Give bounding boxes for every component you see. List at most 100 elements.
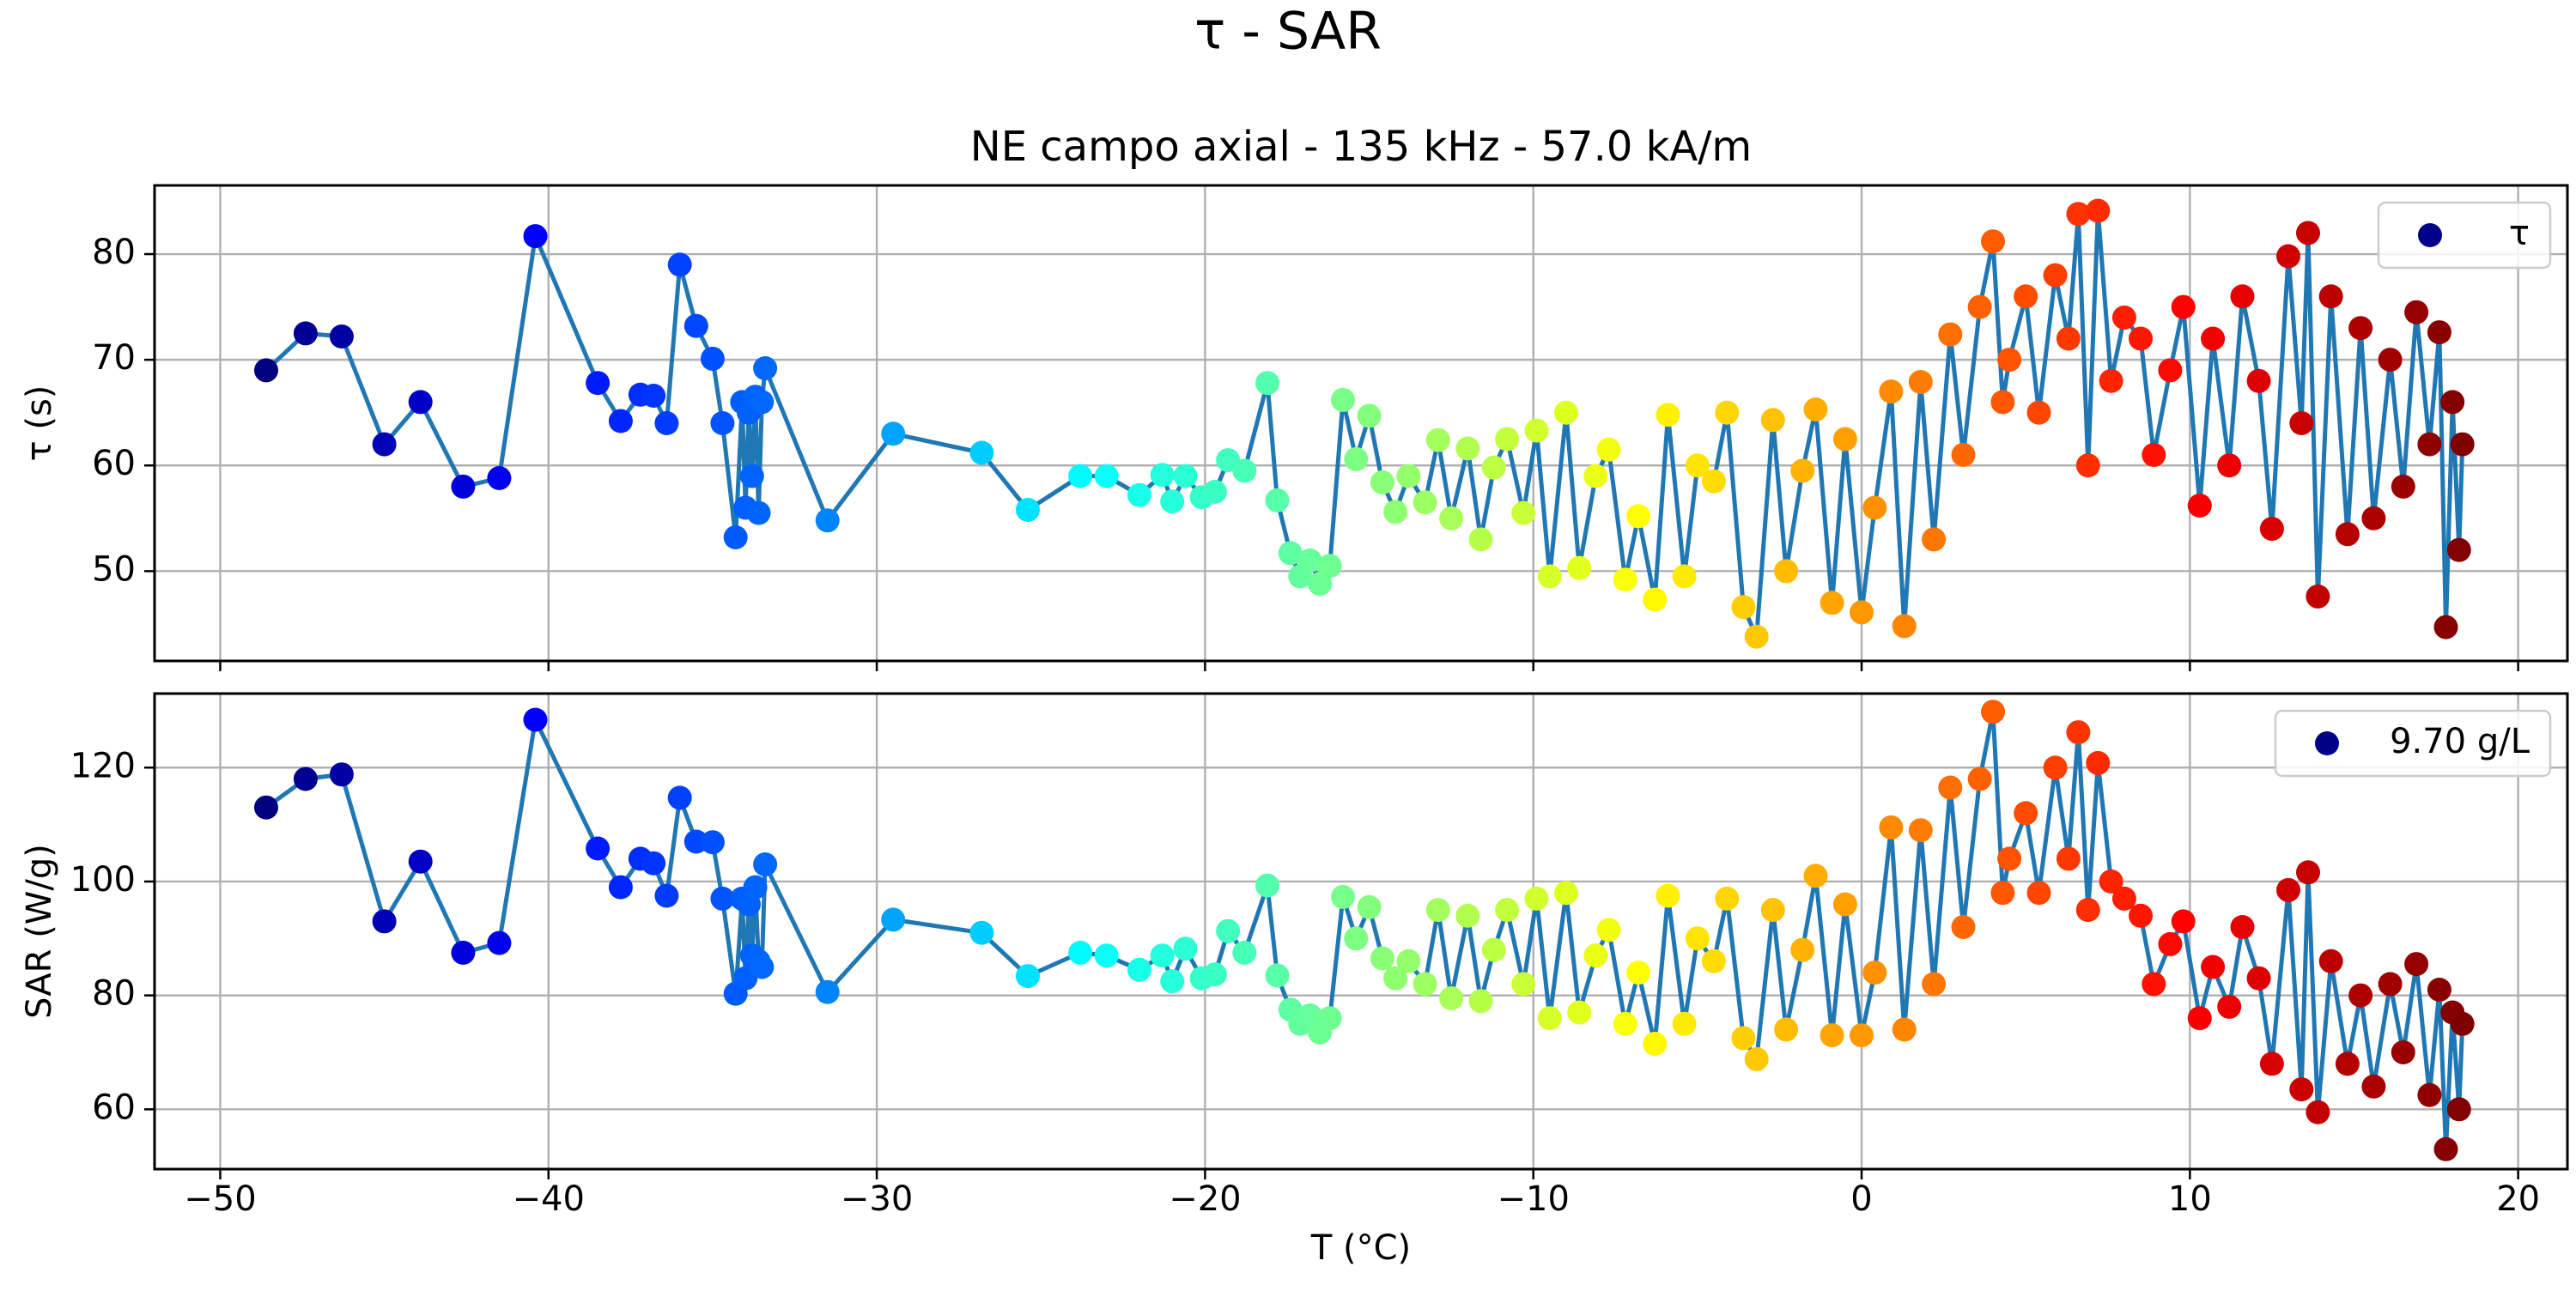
tau-data-point [523, 224, 548, 249]
sar-data-point [2142, 972, 2166, 997]
sar-data-point [408, 849, 433, 874]
sar-legend-box [2274, 709, 2552, 778]
sar-data-point [1938, 775, 1963, 800]
sar-data-point [1232, 940, 1257, 965]
sar-legend: 9.70 g/L [2274, 709, 2552, 778]
sar-data-point [1094, 943, 1119, 968]
sar-data-point [2129, 903, 2153, 928]
sar-data-point [1643, 1032, 1668, 1056]
sar-data-point [608, 875, 633, 900]
sar-data-point [2075, 898, 2100, 923]
tau-data-point [2276, 244, 2300, 269]
tau-data-point [586, 371, 611, 396]
tau-data-point [723, 525, 748, 549]
sar-data-point [1265, 963, 1290, 988]
tau-data-point [2026, 400, 2051, 425]
sar-data-point [1672, 1011, 1697, 1036]
sar-data-point [1344, 926, 1369, 951]
sar-plot-area [254, 700, 2475, 1161]
sar-legend-marker [2315, 731, 2339, 755]
tau-data-point [641, 384, 666, 408]
sar-data-point [1656, 883, 1680, 908]
tau-data-point [815, 508, 840, 533]
tau-data-point [1702, 469, 1726, 494]
tau-data-point [451, 474, 476, 499]
sar-data-point [1016, 964, 1040, 989]
sar-y-tick-label: 100 [70, 860, 136, 900]
tau-data-point [293, 321, 318, 346]
sar-data-point [1862, 961, 1887, 985]
tau-data-point [667, 252, 692, 277]
tau-data-point [1495, 427, 1520, 452]
sar-data-point [1567, 1000, 1592, 1025]
sar-data-point [2391, 1040, 2415, 1064]
tau-data-point [2318, 284, 2343, 309]
tau-data-point [1967, 294, 1992, 319]
sar-data-point [2066, 720, 2091, 745]
sar-data-point [1981, 700, 2005, 724]
sar-data-point [2171, 909, 2196, 934]
tau-data-point [1553, 400, 1578, 425]
tau-data-point [2306, 584, 2330, 609]
sar-data-point [969, 920, 994, 945]
tau-y-axis-label: τ (s) [20, 385, 59, 462]
tau-data-point [2440, 390, 2465, 415]
tau-data-point [2391, 474, 2415, 499]
sar-data-point [2450, 1011, 2475, 1036]
tau-data-point [2450, 432, 2475, 457]
sar-data-point [2335, 1052, 2360, 1076]
sar-data-point [1396, 949, 1421, 973]
tau-data-point [1370, 470, 1394, 494]
sar-data-point [329, 762, 354, 787]
tau-data-point [1016, 498, 1040, 522]
sar-data-point [1685, 926, 1710, 951]
tau-data-point [1892, 614, 1917, 639]
sar-data-point [1967, 767, 1992, 791]
tau-data-point [2158, 358, 2183, 383]
tau-data-point [1879, 379, 1904, 404]
sar-data-point [2404, 952, 2429, 977]
sar-data-point [2187, 1006, 2212, 1031]
sar-data-point [1495, 898, 1520, 923]
sar-data-point [1744, 1046, 1769, 1071]
sar-data-point [1583, 943, 1608, 968]
sar-data-point [1370, 946, 1394, 971]
sar-data-point [586, 836, 611, 861]
sar-data-point [1951, 915, 1976, 939]
tau-data-point [2296, 221, 2320, 245]
sar-legend-label: 9.70 g/L [2390, 722, 2530, 761]
sar-data-point [700, 830, 725, 855]
tau-data-point [2348, 316, 2373, 341]
tau-data-point [1997, 348, 2022, 373]
sar-y-tick-label: 80 [92, 974, 136, 1014]
tau-data-point [1278, 541, 1303, 566]
tau-data-point [2201, 326, 2226, 351]
tau-data-point [2111, 305, 2136, 330]
sar-data-point [2086, 750, 2111, 775]
sar-data-point [641, 851, 666, 876]
sar-data-point [1908, 818, 1933, 843]
sar-data-point [2306, 1100, 2330, 1124]
sar-y-tick-label: 120 [70, 746, 136, 785]
tau-data-point [2014, 284, 2038, 309]
tau-data-point [746, 500, 771, 525]
tau-data-point [2361, 506, 2386, 530]
sar-data-point [1820, 1023, 1844, 1048]
sar-data-point [1626, 961, 1651, 985]
sar-axes-frame [153, 692, 2569, 1171]
sar-data-point [487, 930, 512, 955]
sar-data-point [1892, 1017, 1917, 1042]
sar-data-point [293, 767, 318, 791]
figure-title: τ - SAR [1194, 2, 1382, 62]
tau-data-point [487, 466, 512, 490]
sar-data-point [2289, 1077, 2314, 1102]
tau-data-point [1672, 564, 1697, 589]
sar-data-point [1511, 972, 1536, 997]
tau-data-point [1938, 322, 1963, 347]
tau-data-point [2417, 432, 2442, 457]
tau-data-point [1331, 387, 1355, 412]
tau-data-point [1396, 464, 1421, 488]
tau-data-point [1357, 403, 1382, 428]
